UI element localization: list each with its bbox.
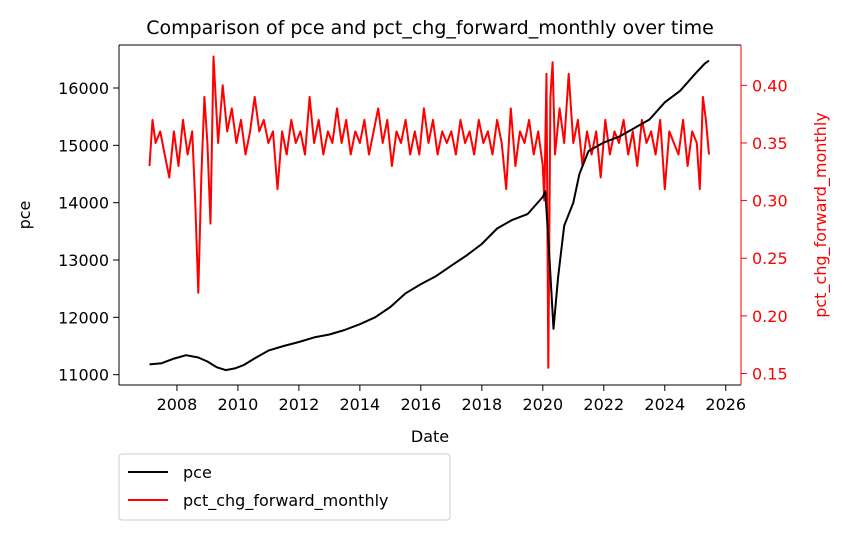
x-tick-label: 2016 bbox=[400, 395, 441, 414]
x-tick-label: 2014 bbox=[340, 395, 381, 414]
right-y-tick-label: 0.15 bbox=[752, 364, 788, 383]
x-tick-label: 2022 bbox=[583, 395, 624, 414]
left-y-tick-label: 16000 bbox=[58, 79, 109, 98]
x-tick-label: 2020 bbox=[522, 395, 563, 414]
right-y-axis-label: pct_chg_forward_monthly bbox=[811, 112, 831, 318]
chart-title: Comparison of pce and pct_chg_forward_mo… bbox=[146, 17, 714, 39]
left-y-axis-label: pce bbox=[15, 201, 34, 230]
left-y-tick-label: 12000 bbox=[58, 308, 109, 327]
series-line-pct-chg-forward-monthly bbox=[148, 55, 710, 369]
right-y-tick-label: 0.25 bbox=[752, 249, 788, 268]
x-tick-label: 2026 bbox=[705, 395, 746, 414]
legend-label-pct: pct_chg_forward_monthly bbox=[183, 491, 389, 511]
x-axis-label: Date bbox=[411, 427, 449, 446]
x-axis-ticks: 2008 2010 2012 2014 2016 2018 2020 2022 2024 2026 bbox=[157, 385, 746, 414]
x-tick-label: 2008 bbox=[157, 395, 198, 414]
legend: pce pct_chg_forward_monthly bbox=[118, 453, 451, 521]
x-tick-label: 2010 bbox=[218, 395, 259, 414]
right-y-tick-label: 0.20 bbox=[752, 307, 788, 326]
right-y-tick-label: 0.40 bbox=[752, 76, 788, 95]
x-tick-label: 2018 bbox=[461, 395, 502, 414]
left-y-tick-label: 15000 bbox=[58, 136, 109, 155]
left-y-tick-label: 13000 bbox=[58, 251, 109, 270]
left-y-axis-ticks: 11000 12000 13000 14000 15000 16000 bbox=[58, 79, 119, 385]
series-layer bbox=[148, 55, 710, 372]
legend-label-pce: pce bbox=[183, 463, 212, 482]
right-y-axis-ticks: 0.15 0.20 0.25 0.30 0.35 0.40 bbox=[741, 76, 788, 383]
legend-box bbox=[118, 453, 451, 521]
x-tick-label: 2012 bbox=[279, 395, 320, 414]
plot-frame bbox=[118, 44, 742, 386]
right-y-tick-label: 0.30 bbox=[752, 192, 788, 211]
left-y-tick-label: 11000 bbox=[58, 366, 109, 385]
left-y-tick-label: 14000 bbox=[58, 194, 109, 213]
x-tick-label: 2024 bbox=[644, 395, 685, 414]
right-y-tick-label: 0.35 bbox=[752, 134, 788, 153]
series-line-pce bbox=[149, 59, 710, 372]
